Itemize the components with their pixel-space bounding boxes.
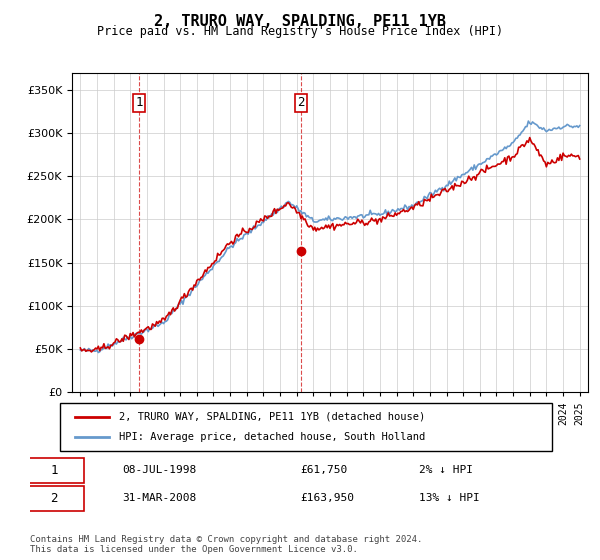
Text: 13% ↓ HPI: 13% ↓ HPI (419, 493, 479, 503)
Text: 1: 1 (135, 96, 143, 110)
Text: 1: 1 (50, 464, 58, 477)
Text: 2: 2 (297, 96, 305, 110)
Text: 2: 2 (50, 492, 58, 505)
Text: Price paid vs. HM Land Registry's House Price Index (HPI): Price paid vs. HM Land Registry's House … (97, 25, 503, 38)
FancyBboxPatch shape (60, 403, 552, 451)
Text: 08-JUL-1998: 08-JUL-1998 (122, 465, 196, 475)
Text: £163,950: £163,950 (300, 493, 354, 503)
Text: 2, TRURO WAY, SPALDING, PE11 1YB (detached house): 2, TRURO WAY, SPALDING, PE11 1YB (detach… (119, 412, 425, 422)
Text: 2, TRURO WAY, SPALDING, PE11 1YB: 2, TRURO WAY, SPALDING, PE11 1YB (154, 14, 446, 29)
Text: Contains HM Land Registry data © Crown copyright and database right 2024.
This d: Contains HM Land Registry data © Crown c… (30, 535, 422, 554)
Text: 31-MAR-2008: 31-MAR-2008 (122, 493, 196, 503)
FancyBboxPatch shape (25, 486, 84, 511)
FancyBboxPatch shape (25, 458, 84, 483)
Text: £61,750: £61,750 (300, 465, 347, 475)
Text: HPI: Average price, detached house, South Holland: HPI: Average price, detached house, Sout… (119, 432, 425, 442)
Text: 2% ↓ HPI: 2% ↓ HPI (419, 465, 473, 475)
